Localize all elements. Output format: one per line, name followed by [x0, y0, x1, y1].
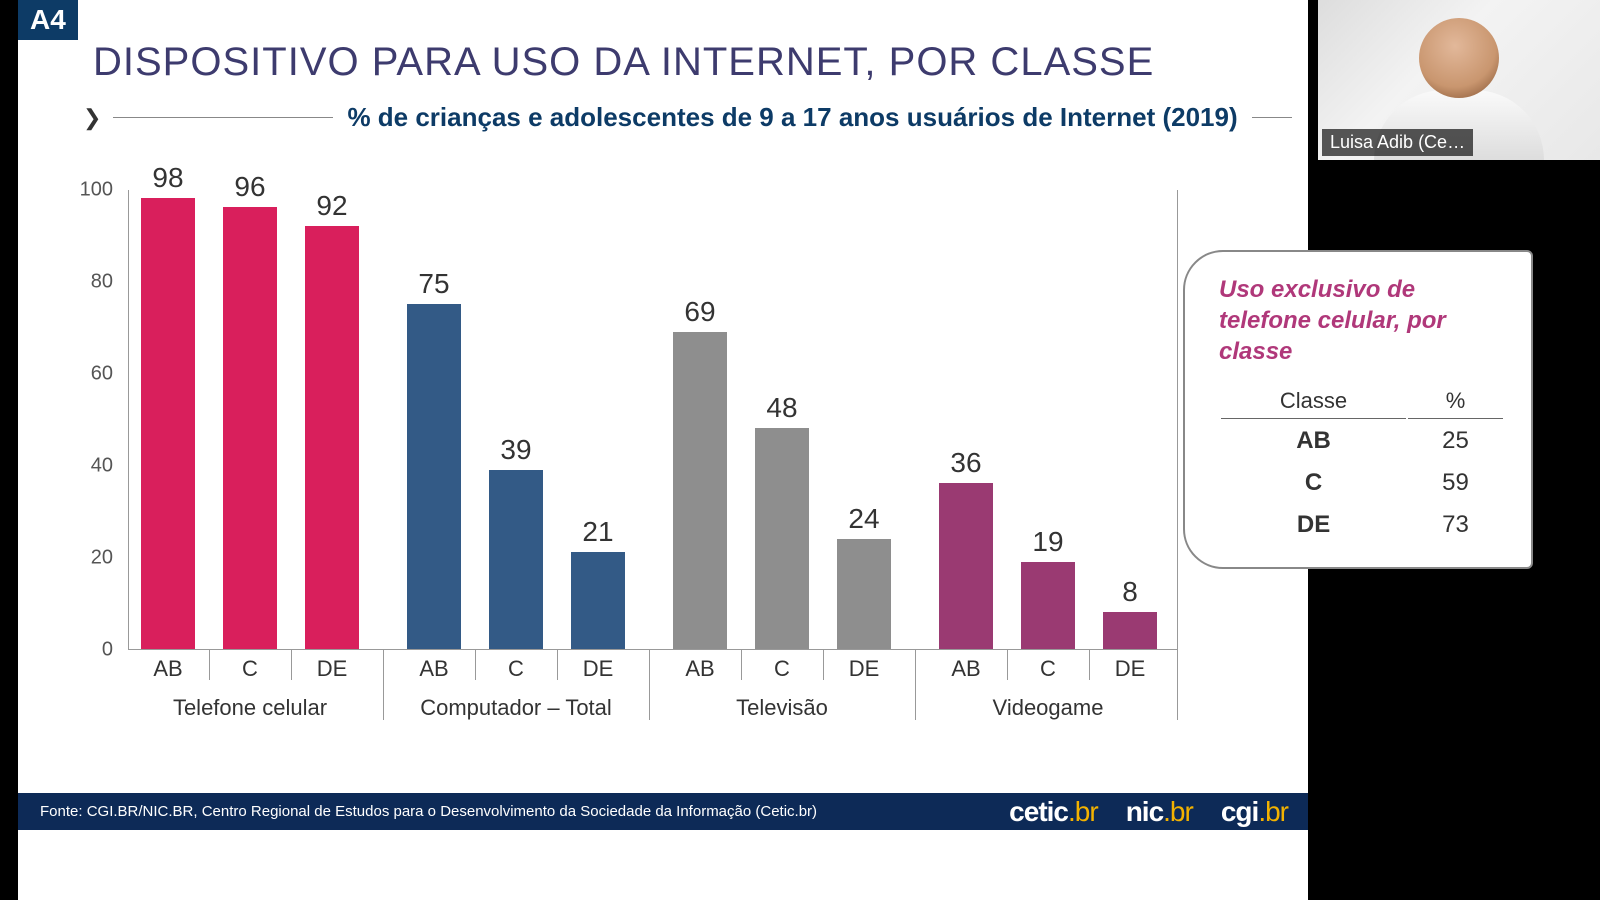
y-tick: 40 [91, 455, 113, 478]
zoom-watermark: zoom [1112, 702, 1278, 780]
x-group-label: Videogame [993, 695, 1104, 721]
bar-value-label: 96 [234, 171, 265, 203]
chart-plot: 98AB96C92DETelefone celular75AB39C21DECo… [128, 190, 1178, 650]
bar: 24 [837, 539, 891, 649]
bar-value-label: 75 [418, 268, 449, 300]
y-tick: 100 [80, 179, 113, 202]
divider [1252, 117, 1292, 118]
bar: 48 [755, 428, 809, 649]
x-class-label: DE [583, 656, 614, 682]
table-cell: DE [1221, 505, 1406, 545]
slide-title: DISPOSITIVO PARA USO DA INTERNET, POR CL… [93, 40, 1154, 85]
y-tick: 80 [91, 271, 113, 294]
x-class-label: DE [1115, 656, 1146, 682]
x-class-label: C [1040, 656, 1056, 682]
bar: 75 [407, 304, 461, 649]
x-class-label: AB [153, 656, 182, 682]
table-row: AB25 [1221, 421, 1503, 461]
bar-value-label: 92 [316, 190, 347, 222]
bar: 96 [223, 207, 277, 649]
slide: A4 DISPOSITIVO PARA USO DA INTERNET, POR… [18, 0, 1308, 900]
bar: 39 [489, 470, 543, 649]
slide-tag: A4 [18, 0, 78, 40]
axis-tick [291, 650, 292, 680]
webcam-person-head [1419, 18, 1499, 98]
table-row: C59 [1221, 463, 1503, 503]
table-row: DE73 [1221, 505, 1503, 545]
axis-tick [1089, 650, 1090, 680]
callout-col-header: Classe [1221, 384, 1406, 419]
y-tick: 60 [91, 363, 113, 386]
footer-logo: cgi.br [1221, 796, 1288, 828]
axis-tick [1007, 650, 1008, 680]
bar-value-label: 36 [950, 447, 981, 479]
axis-tick [741, 650, 742, 680]
axis-border [1177, 190, 1178, 650]
bar: 69 [673, 332, 727, 649]
x-class-label: C [508, 656, 524, 682]
callout-table: Classe % AB25C59DE73 [1219, 382, 1505, 547]
x-class-label: DE [317, 656, 348, 682]
axis-group-tick [915, 650, 916, 720]
bar-value-label: 39 [500, 434, 531, 466]
axis-tick [209, 650, 210, 680]
axis-group-tick [383, 650, 384, 720]
bar-value-label: 98 [152, 162, 183, 194]
axis-group-tick [649, 650, 650, 720]
x-group-label: Televisão [736, 695, 828, 721]
x-class-label: DE [849, 656, 880, 682]
table-cell: C [1221, 463, 1406, 503]
callout-title: Uso exclusivo de telefone celular, por c… [1219, 274, 1505, 368]
bar: 21 [571, 552, 625, 649]
table-cell: 59 [1408, 463, 1503, 503]
bar: 92 [305, 226, 359, 649]
x-class-label: AB [419, 656, 448, 682]
axis-tick [475, 650, 476, 680]
y-tick: 20 [91, 547, 113, 570]
x-class-label: C [242, 656, 258, 682]
bar-value-label: 19 [1032, 526, 1063, 558]
chevron-right-icon: ❯ [83, 105, 101, 131]
x-group-label: Computador – Total [420, 695, 612, 721]
table-cell: AB [1221, 421, 1406, 461]
callout-box: Uso exclusivo de telefone celular, por c… [1183, 250, 1533, 569]
x-group-label: Telefone celular [173, 695, 327, 721]
bar: 8 [1103, 612, 1157, 649]
bar-value-label: 8 [1122, 576, 1138, 608]
footer-logo: nic.br [1126, 796, 1193, 828]
callout-col-header: % [1408, 384, 1503, 419]
footer-logo: cetic.br [1009, 796, 1098, 828]
x-class-label: AB [951, 656, 980, 682]
bar: 98 [141, 198, 195, 649]
y-tick: 0 [102, 639, 113, 662]
x-class-label: C [774, 656, 790, 682]
webcam-overlay: Luisa Adib (Ce… [1318, 0, 1600, 160]
axis-tick [557, 650, 558, 680]
table-cell: 73 [1408, 505, 1503, 545]
subtitle: % de crianças e adolescentes de 9 a 17 a… [333, 102, 1251, 133]
footer-logos: cetic.br nic.br cgi.br [1009, 796, 1288, 828]
bar: 36 [939, 483, 993, 649]
x-class-label: AB [685, 656, 714, 682]
bar: 19 [1021, 562, 1075, 649]
axis-tick [823, 650, 824, 680]
divider [113, 117, 333, 118]
y-axis: 020406080100 [68, 190, 123, 650]
bar-value-label: 21 [582, 516, 613, 548]
webcam-name-label: Luisa Adib (Ce… [1322, 129, 1473, 156]
bar-chart: 020406080100 98AB96C92DETelefone celular… [68, 190, 1128, 710]
bar-value-label: 24 [848, 503, 879, 535]
subtitle-row: ❯ % de crianças e adolescentes de 9 a 17… [83, 102, 1263, 133]
table-cell: 25 [1408, 421, 1503, 461]
bar-value-label: 48 [766, 392, 797, 424]
bar-value-label: 69 [684, 296, 715, 328]
